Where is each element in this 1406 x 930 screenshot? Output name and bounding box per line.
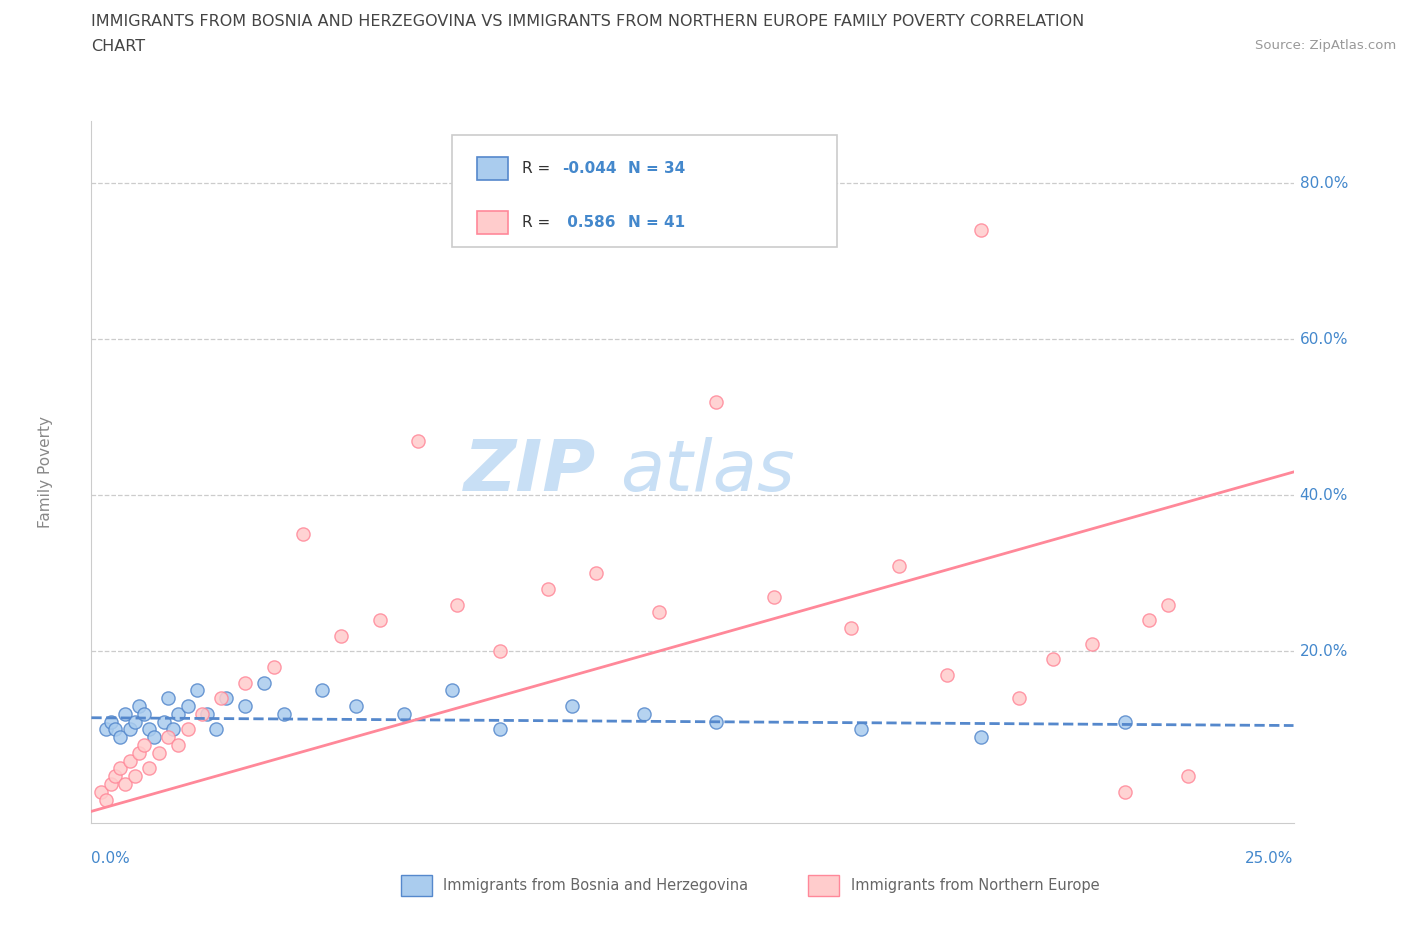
Point: [167, 737, 190, 752]
Point: [205, 722, 228, 737]
Point: [114, 707, 136, 722]
Text: 0.0%: 0.0%: [91, 851, 131, 866]
Point: [263, 659, 285, 674]
Text: Source: ZipAtlas.com: Source: ZipAtlas.com: [1256, 39, 1396, 52]
Point: [162, 722, 184, 737]
Text: CHART: CHART: [91, 39, 145, 54]
Point: [706, 394, 728, 409]
Point: [110, 761, 132, 776]
Point: [1114, 784, 1136, 799]
Point: [763, 590, 786, 604]
Point: [970, 730, 993, 745]
Text: atlas: atlas: [620, 437, 794, 507]
Point: [118, 753, 141, 768]
Text: 80.0%: 80.0%: [1299, 176, 1348, 191]
Point: [209, 691, 232, 706]
Point: [124, 714, 146, 729]
Point: [191, 707, 214, 722]
Point: [233, 675, 256, 690]
Point: [94, 722, 117, 737]
Point: [440, 683, 463, 698]
Point: [889, 558, 911, 573]
Point: [489, 644, 512, 658]
Point: [114, 777, 136, 791]
Point: [110, 730, 132, 745]
Point: [134, 707, 156, 722]
Point: [90, 784, 112, 799]
Text: 60.0%: 60.0%: [1299, 332, 1348, 347]
Point: [152, 714, 174, 729]
Point: [233, 698, 256, 713]
Point: [1008, 691, 1031, 706]
Text: ZIP: ZIP: [464, 437, 596, 507]
Point: [100, 777, 122, 791]
Point: [408, 433, 430, 448]
Point: [104, 722, 127, 737]
Point: [633, 707, 655, 722]
Point: [157, 730, 180, 745]
Point: [585, 566, 607, 581]
Text: N = 41: N = 41: [628, 215, 685, 230]
Point: [1114, 714, 1136, 729]
Point: [537, 581, 560, 596]
Point: [148, 746, 170, 761]
Text: N = 34: N = 34: [628, 161, 685, 176]
Point: [648, 604, 671, 619]
Point: [100, 714, 122, 729]
Point: [138, 761, 160, 776]
Point: [138, 722, 160, 737]
Text: Immigrants from Bosnia and Herzegovina: Immigrants from Bosnia and Herzegovina: [443, 878, 748, 893]
Point: [118, 722, 141, 737]
Point: [94, 792, 117, 807]
Text: Family Poverty: Family Poverty: [38, 416, 53, 528]
Point: [1157, 597, 1180, 612]
Point: [344, 698, 367, 713]
Point: [970, 222, 993, 237]
Point: [1177, 769, 1199, 784]
Point: [253, 675, 276, 690]
Point: [561, 698, 583, 713]
Point: [157, 691, 180, 706]
Point: [392, 707, 415, 722]
Text: R =: R =: [523, 161, 555, 176]
Point: [311, 683, 333, 698]
Point: [176, 722, 198, 737]
Point: [128, 698, 150, 713]
Point: [273, 707, 295, 722]
Text: IMMIGRANTS FROM BOSNIA AND HERZEGOVINA VS IMMIGRANTS FROM NORTHERN EUROPE FAMILY: IMMIGRANTS FROM BOSNIA AND HERZEGOVINA V…: [91, 14, 1084, 29]
Point: [489, 722, 512, 737]
Point: [446, 597, 468, 612]
Point: [849, 722, 872, 737]
Text: 0.586: 0.586: [562, 215, 616, 230]
Point: [167, 707, 190, 722]
Point: [195, 707, 218, 722]
Point: [124, 769, 146, 784]
Point: [1080, 636, 1102, 651]
Point: [368, 613, 391, 628]
Point: [330, 629, 353, 644]
Point: [1042, 652, 1064, 667]
Text: 20.0%: 20.0%: [1299, 644, 1348, 659]
Point: [176, 698, 198, 713]
Text: -0.044: -0.044: [562, 161, 616, 176]
Point: [134, 737, 156, 752]
Point: [128, 746, 150, 761]
Text: 25.0%: 25.0%: [1246, 851, 1294, 866]
Point: [215, 691, 238, 706]
Text: R =: R =: [523, 215, 555, 230]
Point: [839, 620, 862, 635]
Text: Immigrants from Northern Europe: Immigrants from Northern Europe: [851, 878, 1099, 893]
Point: [291, 527, 314, 542]
Point: [706, 714, 728, 729]
Point: [104, 769, 127, 784]
Point: [186, 683, 208, 698]
Text: 40.0%: 40.0%: [1299, 488, 1348, 503]
Point: [936, 668, 959, 683]
Point: [1137, 613, 1160, 628]
Point: [142, 730, 165, 745]
